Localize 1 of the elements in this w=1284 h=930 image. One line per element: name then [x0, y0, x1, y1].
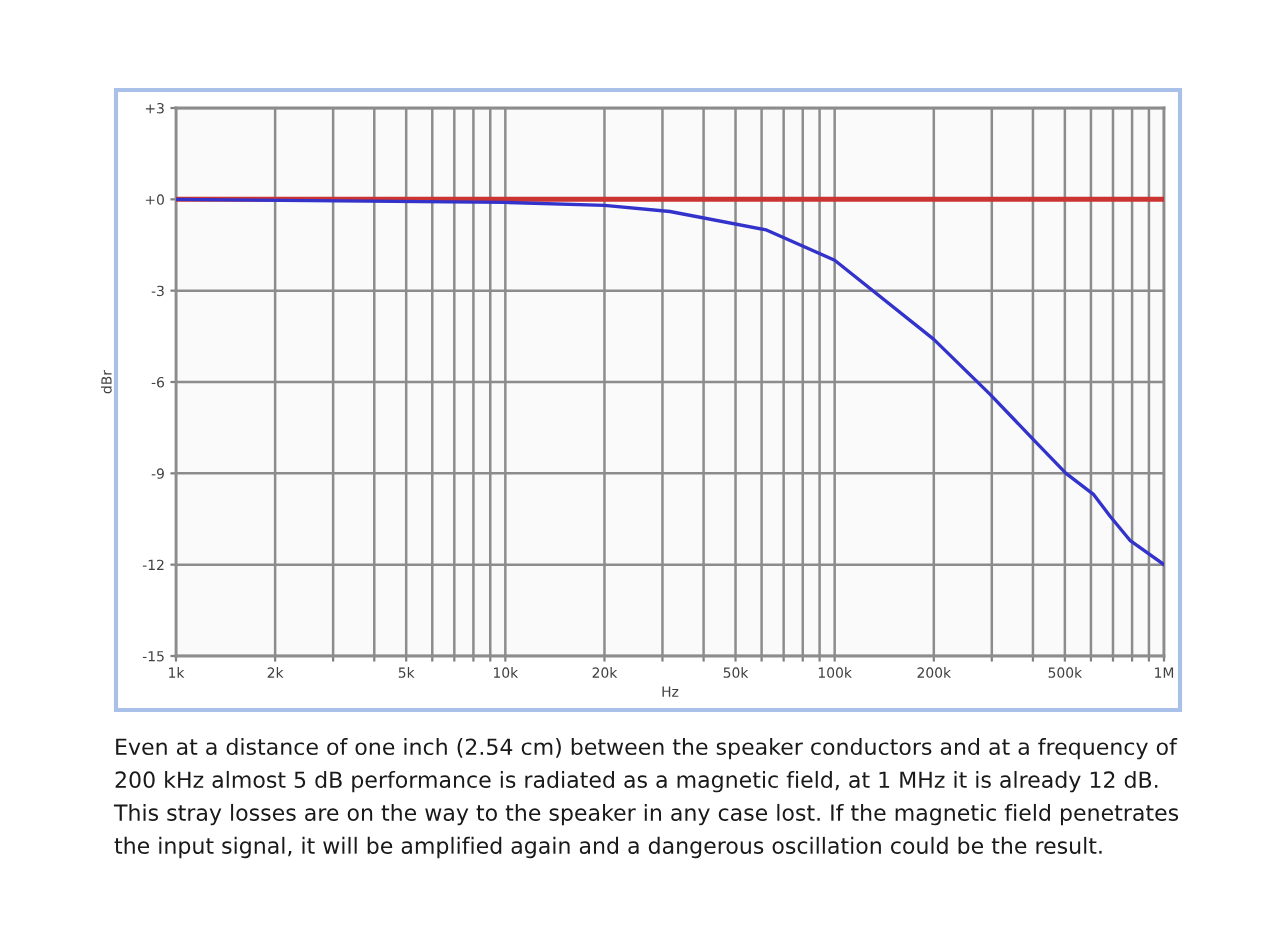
- text: Even at a distance of one inch (2.54 cm) between the speaker conductors and at a frequency of 200 kHz almost 5 dB performance is radiated as a magnetic field, at 1 MHz it is already 12 dB. This stray losses are on the way to the speaker in any case lost. If the magnetic field penetrates the input signal, it will be amplified again and a dangerous oscillation could be the result.: [113, 738, 1179, 859]
